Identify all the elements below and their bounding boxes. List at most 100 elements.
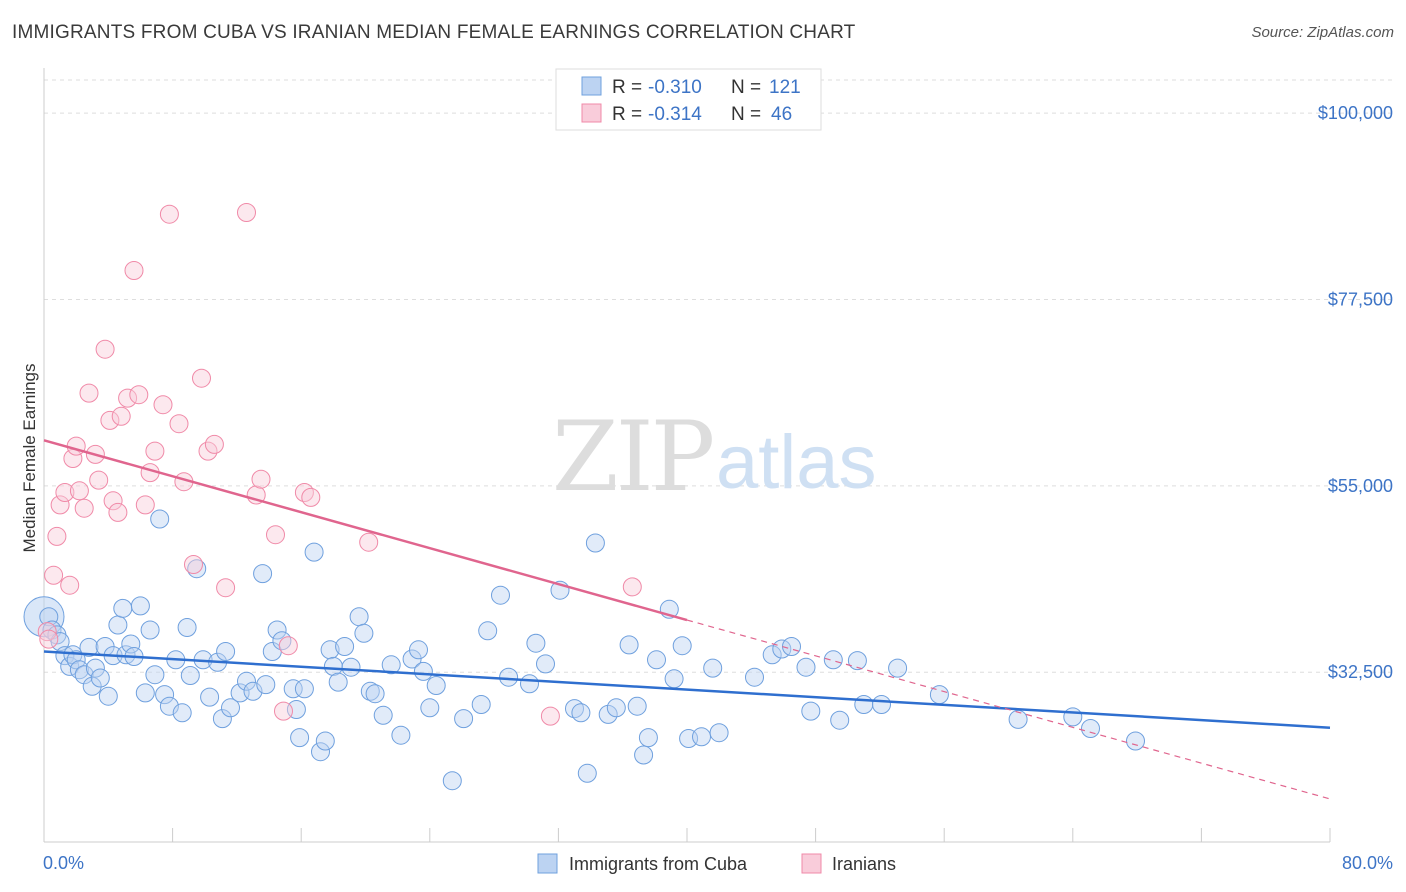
cuba-point [1081, 719, 1100, 738]
iranians-point [540, 706, 560, 726]
iranians-point [39, 629, 59, 649]
legend-swatch-iranians [581, 103, 602, 123]
cuba-point [402, 649, 422, 669]
cuba-point [256, 675, 276, 695]
cuba-point [634, 745, 654, 765]
cuba-point [854, 695, 874, 714]
cuba-point [341, 657, 361, 677]
iranians-point [111, 406, 131, 426]
cuba-point [267, 620, 287, 640]
axes [43, 68, 1331, 843]
cuba-point [520, 674, 539, 694]
cuba-point [796, 657, 816, 677]
cuba-point [823, 650, 843, 670]
x-tick-labels: 0.0% 80.0% [43, 853, 1393, 873]
cuba-point [801, 701, 821, 721]
iranians-point [47, 526, 67, 546]
y-tick-label: $100,000 [1318, 103, 1393, 123]
cuba-point [237, 671, 256, 691]
iranians-point [184, 555, 203, 574]
cuba-point [454, 709, 474, 729]
cuba-point [108, 615, 128, 635]
iranians-point [359, 532, 379, 552]
cuba-point [349, 607, 369, 627]
cuba-point [709, 723, 729, 743]
iranians-point [60, 575, 80, 595]
y-tick-label: $55,000 [1328, 476, 1393, 496]
iranians-point [294, 483, 314, 502]
cuba-point [830, 710, 850, 730]
cuba-point [135, 683, 155, 703]
iranians-point [153, 395, 173, 415]
cuba-point [328, 672, 348, 692]
y-axis-label: Median Female Earnings [20, 364, 39, 553]
iranians-point [145, 441, 165, 461]
cuba-point [177, 618, 197, 637]
iranians-point [124, 261, 144, 280]
cuba-point [1008, 709, 1028, 729]
cuba-point [283, 679, 303, 699]
cuba-point [409, 640, 428, 660]
cuba-point [762, 645, 782, 665]
cuba-point [82, 676, 102, 696]
x-tick-label-min: 0.0% [43, 853, 84, 873]
cuba-point [391, 725, 411, 745]
iranians-point [100, 410, 120, 430]
trend-line-iranians-extension [686, 619, 1331, 800]
legend-r-label-iranians: R = [612, 104, 642, 125]
iranians-point [50, 495, 70, 515]
y-tick-label: $77,500 [1328, 289, 1393, 309]
source-label: Source: ZipAtlas.com [1251, 24, 1394, 41]
cuba-point [130, 596, 150, 616]
iranians-point [118, 388, 138, 408]
cuba-point [150, 509, 170, 529]
cuba-point [365, 684, 385, 704]
iranians-point [266, 525, 285, 545]
cuba-point [290, 728, 310, 748]
cuba-point [253, 564, 273, 584]
cuba-point [155, 685, 175, 705]
iranians-point [216, 578, 236, 598]
iranians-point [66, 436, 86, 456]
bottom-legend-label-iranians: Iranians [832, 854, 896, 874]
iranians-point [108, 502, 128, 522]
cuba-point [113, 598, 133, 618]
cuba-point [221, 698, 240, 718]
iranians-point [204, 434, 224, 454]
bottom-legend-label-cuba: Immigrants from Cuba [569, 854, 748, 874]
cuba-point [577, 763, 597, 783]
legend-n-label-cuba: N = [731, 77, 761, 98]
iranians-point [169, 414, 189, 434]
cuba-point [373, 705, 393, 725]
cuba-point [499, 667, 519, 687]
cuba-point [664, 669, 684, 689]
cuba-point [172, 703, 192, 723]
series-cuba-points [23, 509, 1145, 791]
legend-n-label-iranians: N = [731, 104, 761, 125]
cuba-point [212, 709, 232, 729]
cuba-point [140, 620, 160, 640]
cuba-point [847, 651, 867, 671]
cuba-point [536, 654, 555, 674]
cuba-point [526, 633, 546, 653]
iranians-point [74, 498, 94, 518]
cuba-point [55, 646, 75, 666]
iranians-point [89, 470, 109, 490]
cuba-point [381, 655, 401, 675]
legend-r-value-cuba: -0.310 [648, 77, 702, 98]
cuba-point [692, 727, 711, 747]
x-tick-label-max: 80.0% [1342, 853, 1393, 873]
legend-swatch-cuba [581, 76, 602, 96]
cuba-point [1063, 707, 1083, 727]
iranians-point [69, 481, 89, 501]
cuba-point [606, 698, 626, 718]
iranians-point [274, 701, 293, 721]
cuba-point [413, 661, 433, 681]
chart-title: IMMIGRANTS FROM CUBA VS IRANIAN MEDIAN F… [12, 22, 856, 43]
iranians-point [159, 204, 179, 224]
y-tick-labels: $32,500 $55,000 $77,500 $100,000 [1318, 103, 1393, 682]
cuba-point [121, 634, 141, 654]
cuba-point [478, 621, 498, 641]
cuba-point [180, 666, 200, 685]
cuba-point [315, 731, 335, 751]
